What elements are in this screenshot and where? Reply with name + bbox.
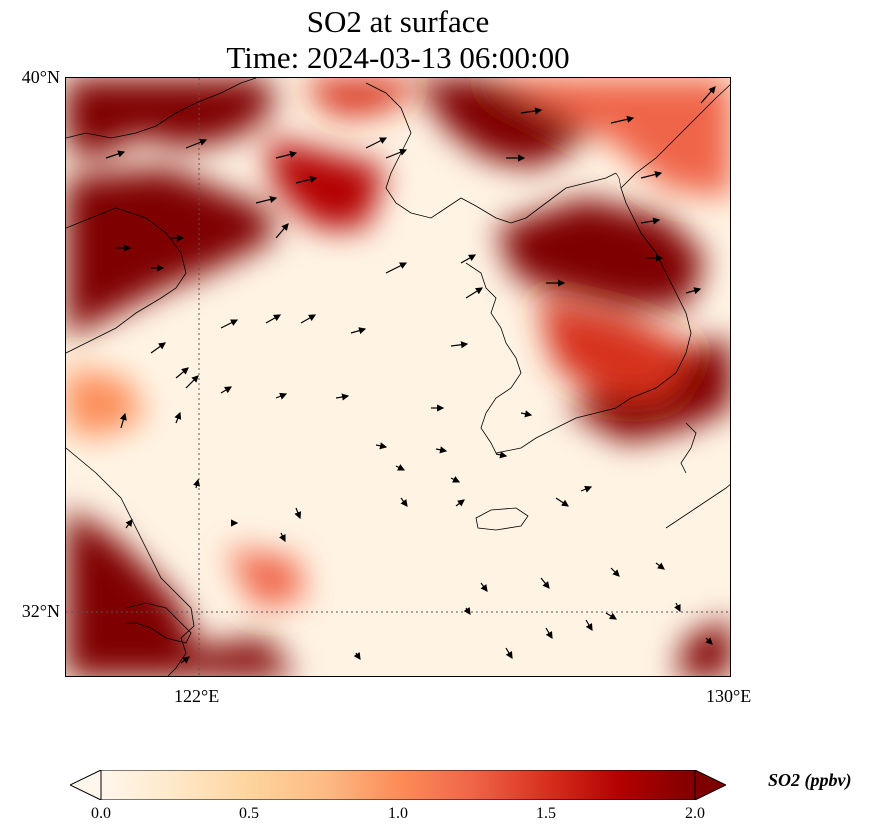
wind-arrow (174, 411, 182, 424)
coastlines (66, 78, 730, 676)
wind-arrow (480, 582, 488, 592)
wind-arrow (555, 497, 569, 507)
so2-plume-region (676, 618, 730, 676)
so2-plume-region (66, 168, 276, 338)
wind-arrow (540, 577, 550, 589)
wind-arrow (505, 647, 513, 660)
wind-arrow (275, 392, 288, 400)
wind-arrow (275, 150, 298, 159)
wind-arrow (655, 562, 665, 570)
colorbar-tick-3: 1.5 (536, 805, 556, 822)
wind-arrow (119, 412, 127, 429)
wind-arrow (375, 442, 388, 450)
colorbar-extend-max (694, 770, 726, 800)
wind-arrow (294, 507, 302, 520)
map-timestamp: Time: 2024-03-13 06:00:00 (226, 40, 570, 75)
colorbar-label: SO2 (ppbv) (768, 770, 852, 790)
so2-plume-region (66, 508, 196, 676)
wind-arrow (585, 619, 593, 632)
wind-arrow (685, 287, 702, 295)
wind-arrow (580, 485, 593, 493)
so2-plume-region (186, 638, 295, 676)
wind-arrow (180, 656, 190, 664)
wind-arrow (460, 254, 477, 264)
colorbar (70, 770, 726, 800)
colorbar-tick-2: 1.0 (388, 805, 408, 822)
wind-arrow (700, 86, 716, 104)
wind-arrow (279, 532, 286, 543)
wind-arrow (640, 170, 663, 179)
wind-arrow (185, 138, 208, 149)
wind-arrow (335, 393, 350, 401)
wind-arrow (495, 451, 508, 459)
wind-arrow (185, 375, 199, 389)
lat-label-40n: 40°N (21, 67, 60, 87)
map-panel (65, 77, 731, 677)
wind-arrow (125, 519, 133, 529)
so2-plume-region (306, 78, 416, 118)
wind-arrow (385, 148, 408, 159)
lon-label-122e: 122°E (174, 686, 220, 706)
wind-arrow (295, 175, 318, 184)
wind-arrow (353, 652, 361, 660)
wind-arrow (435, 446, 448, 454)
so2-plume-region (226, 548, 306, 608)
so2-plume-region (126, 78, 276, 148)
wind-arrow (255, 195, 278, 204)
wind-arrow (610, 115, 635, 124)
wind-arrow (545, 627, 553, 640)
wind-arrow (400, 497, 408, 507)
wind-arrow (520, 107, 543, 115)
lon-label-130e: 130°E (706, 686, 752, 706)
wind-arrow (105, 150, 126, 159)
wind-vectors (105, 86, 716, 664)
wind-arrow (605, 612, 618, 620)
wind-arrow (275, 223, 289, 239)
colorbar-tick-0: 0.0 (91, 805, 111, 822)
lat-label-32n: 32°N (21, 601, 60, 621)
wind-arrow (395, 464, 406, 471)
gridlines (66, 78, 730, 676)
wind-arrow (365, 137, 388, 149)
colorbar-tick-4: 2.0 (685, 805, 705, 822)
so2-plume-region (266, 138, 386, 228)
wind-arrow (385, 262, 408, 274)
wind-arrow (175, 367, 189, 379)
wind-arrow (610, 567, 620, 577)
map-title: SO2 at surface (306, 4, 490, 39)
wind-arrow (150, 342, 166, 354)
so2-concentration-field (66, 78, 730, 676)
so2-field-map (66, 78, 730, 676)
wind-arrow (640, 217, 661, 225)
wind-arrow (450, 476, 461, 483)
wind-arrow (465, 287, 484, 299)
wind-arrow (705, 637, 713, 645)
so2-plume-region (496, 198, 706, 308)
wind-arrow (450, 341, 469, 349)
wind-arrow (463, 607, 471, 615)
wind-arrow (193, 478, 201, 489)
wind-arrow (455, 499, 465, 507)
colorbar-tick-1: 0.5 (239, 805, 259, 822)
wind-arrow (350, 327, 367, 335)
wind-arrow (520, 410, 533, 418)
wind-arrow (265, 314, 282, 324)
wind-arrow (220, 319, 239, 329)
so2-plume-region (486, 78, 730, 198)
colorbar-gradient (100, 770, 696, 800)
wind-arrow (300, 314, 317, 324)
colorbar-extend-min (70, 770, 102, 800)
wind-arrow (674, 602, 681, 613)
wind-arrow (220, 386, 233, 394)
so2-plume-region (536, 298, 696, 398)
